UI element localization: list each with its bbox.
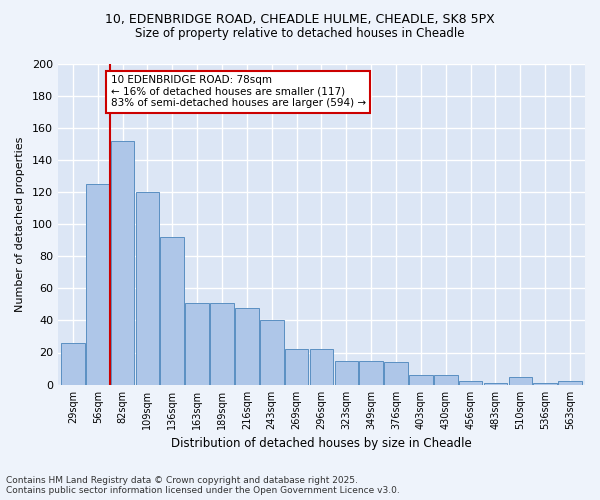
Bar	[434, 375, 458, 384]
Bar	[210, 303, 234, 384]
Text: Size of property relative to detached houses in Cheadle: Size of property relative to detached ho…	[135, 28, 465, 40]
Bar	[384, 362, 408, 384]
Bar	[160, 237, 184, 384]
Bar	[409, 375, 433, 384]
Bar	[359, 360, 383, 384]
Text: 10 EDENBRIDGE ROAD: 78sqm
← 16% of detached houses are smaller (117)
83% of semi: 10 EDENBRIDGE ROAD: 78sqm ← 16% of detac…	[110, 75, 366, 108]
Bar	[111, 141, 134, 384]
Bar	[235, 308, 259, 384]
Bar	[61, 343, 85, 384]
Bar	[335, 360, 358, 384]
Bar	[533, 383, 557, 384]
Bar	[310, 350, 333, 384]
Bar	[509, 376, 532, 384]
Bar	[185, 303, 209, 384]
Bar	[136, 192, 159, 384]
Bar	[285, 350, 308, 384]
Text: 10, EDENBRIDGE ROAD, CHEADLE HULME, CHEADLE, SK8 5PX: 10, EDENBRIDGE ROAD, CHEADLE HULME, CHEA…	[105, 12, 495, 26]
Text: Contains HM Land Registry data © Crown copyright and database right 2025.
Contai: Contains HM Land Registry data © Crown c…	[6, 476, 400, 495]
Bar	[484, 383, 508, 384]
Bar	[86, 184, 110, 384]
X-axis label: Distribution of detached houses by size in Cheadle: Distribution of detached houses by size …	[171, 437, 472, 450]
Bar	[260, 320, 284, 384]
Y-axis label: Number of detached properties: Number of detached properties	[15, 136, 25, 312]
Bar	[558, 382, 582, 384]
Bar	[459, 382, 482, 384]
